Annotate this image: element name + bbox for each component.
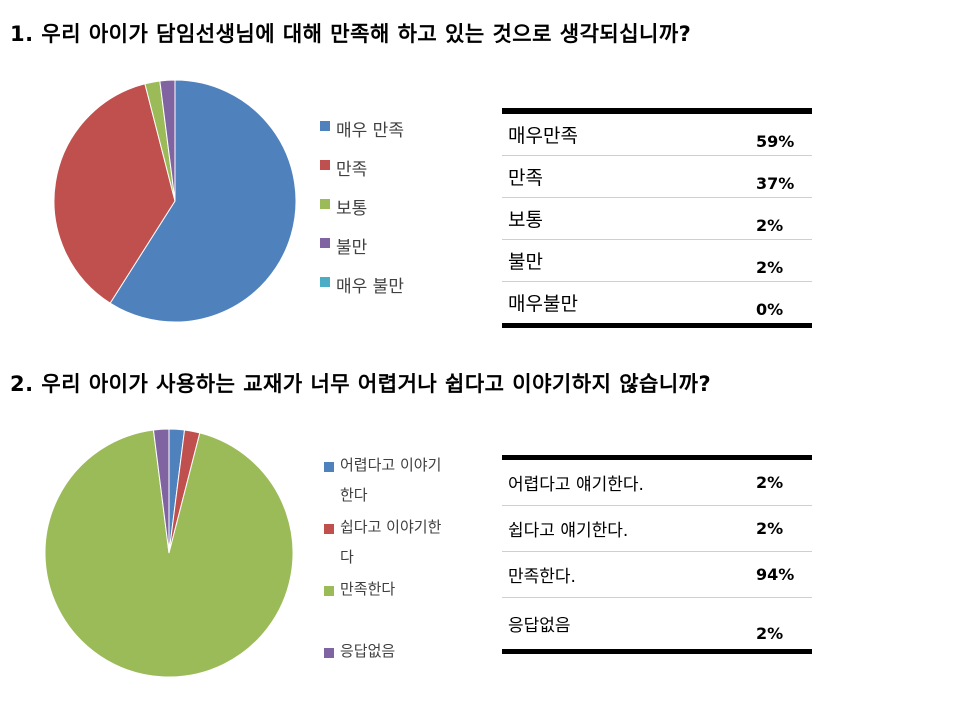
- legend-label: 보통: [336, 199, 368, 219]
- legend-item: 쉽다고 이야기한다: [324, 518, 444, 582]
- pie-chart-1: [53, 79, 297, 323]
- pie-slice-4: [152, 428, 170, 554]
- legend-swatch: [320, 238, 330, 248]
- table-cell-value: 2%: [750, 239, 812, 282]
- table-cell-value: 37%: [750, 155, 812, 198]
- results-table-1: 매우만족 59% 만족 37% 보통 2% 불만 2% 매우불만 0%: [502, 108, 812, 328]
- legend-item: 매우 만족: [320, 116, 404, 155]
- legend-label: 만족한다: [340, 580, 396, 598]
- legend-label: 응답없음: [340, 642, 396, 660]
- table-row: 매우불만 0%: [502, 281, 812, 326]
- table-cell-label: 만족한다.: [502, 551, 750, 598]
- table-row: 매우만족 59%: [502, 111, 812, 156]
- table-cell-value: 0%: [750, 281, 812, 326]
- legend-label: 매우 만족: [336, 121, 404, 141]
- legend-swatch: [324, 524, 334, 534]
- legend-item: 응답없음: [324, 642, 444, 706]
- legend-2: 어렵다고 이야기한다 쉽다고 이야기한다 만족한다 응답없음: [324, 456, 444, 706]
- legend-swatch: [320, 160, 330, 170]
- table-cell-label: 매우불만: [502, 281, 750, 326]
- pie-slice-2: [53, 83, 176, 304]
- legend-swatch: [324, 462, 334, 472]
- legend-1: 매우 만족 만족 보통 불만 매우 불만: [320, 116, 404, 311]
- table-row: 불만 2%: [502, 239, 812, 282]
- table-cell-value: 2%: [756, 473, 784, 492]
- table-cell-value: 59%: [756, 132, 795, 151]
- table-row: 보통 2%: [502, 197, 812, 240]
- legend-label: 불만: [336, 238, 368, 258]
- table-cell-value: 2%: [750, 597, 812, 652]
- pie-slice-3: [44, 429, 294, 678]
- pie-chart-2: [44, 428, 294, 678]
- legend-swatch: [320, 121, 330, 131]
- table-cell-label: 응답없음: [502, 597, 750, 652]
- question-1-title: 1. 우리 아이가 담임선생님에 대해 만족해 하고 있는 것으로 생각되십니까…: [10, 22, 692, 46]
- question-2-title: 2. 우리 아이가 사용하는 교재가 너무 어렵거나 쉽다고 이야기하지 않습니…: [10, 372, 712, 396]
- table-cell-label: 쉽다고 얘기한다.: [502, 505, 750, 552]
- legend-item: 만족: [320, 155, 404, 194]
- question-1-section: 1. 우리 아이가 담임선생님에 대해 만족해 하고 있는 것으로 생각되십니까…: [0, 0, 960, 350]
- question-2-section: 2. 우리 아이가 사용하는 교재가 너무 어렵거나 쉽다고 이야기하지 않습니…: [0, 350, 960, 720]
- legend-item: 보통: [320, 194, 404, 233]
- table-row: 쉽다고 얘기한다. 2%: [502, 505, 812, 552]
- table-cell-label: 불만: [502, 239, 750, 282]
- results-table-2: 어렵다고 얘기한다. 2% 쉽다고 얘기한다. 2% 만족한다. 94% 응답없음 2%: [502, 455, 812, 654]
- legend-label: 만족: [336, 160, 368, 180]
- table-row: 만족 37%: [502, 155, 812, 198]
- legend-label: 쉽다고 이야기한다: [340, 518, 442, 566]
- legend-swatch: [324, 648, 334, 658]
- table-cell-label: 매우만족: [508, 125, 578, 147]
- legend-item: 만족한다: [324, 580, 444, 644]
- legend-item: 매우 불만: [320, 272, 404, 311]
- table-cell-value: 2%: [750, 505, 812, 552]
- table-cell-value: 2%: [750, 197, 812, 240]
- legend-swatch: [320, 199, 330, 209]
- legend-swatch: [320, 277, 330, 287]
- pie-slice-1: [109, 79, 297, 323]
- table-row: 어렵다고 얘기한다. 2%: [502, 458, 812, 506]
- legend-swatch: [324, 586, 334, 596]
- table-row: 만족한다. 94%: [502, 551, 812, 598]
- table-cell-label: 보통: [502, 197, 750, 240]
- legend-label: 매우 불만: [336, 277, 404, 297]
- table-row: 응답없음 2%: [502, 597, 812, 652]
- table-cell-value: 94%: [750, 551, 812, 598]
- legend-label: 어렵다고 이야기한다: [340, 456, 442, 504]
- legend-item: 어렵다고 이야기한다: [324, 456, 444, 520]
- pie-slice-4: [159, 79, 176, 202]
- table-cell-label: 어렵다고 얘기한다.: [508, 475, 644, 495]
- legend-item: 불만: [320, 233, 404, 272]
- table-cell-label: 만족: [502, 155, 750, 198]
